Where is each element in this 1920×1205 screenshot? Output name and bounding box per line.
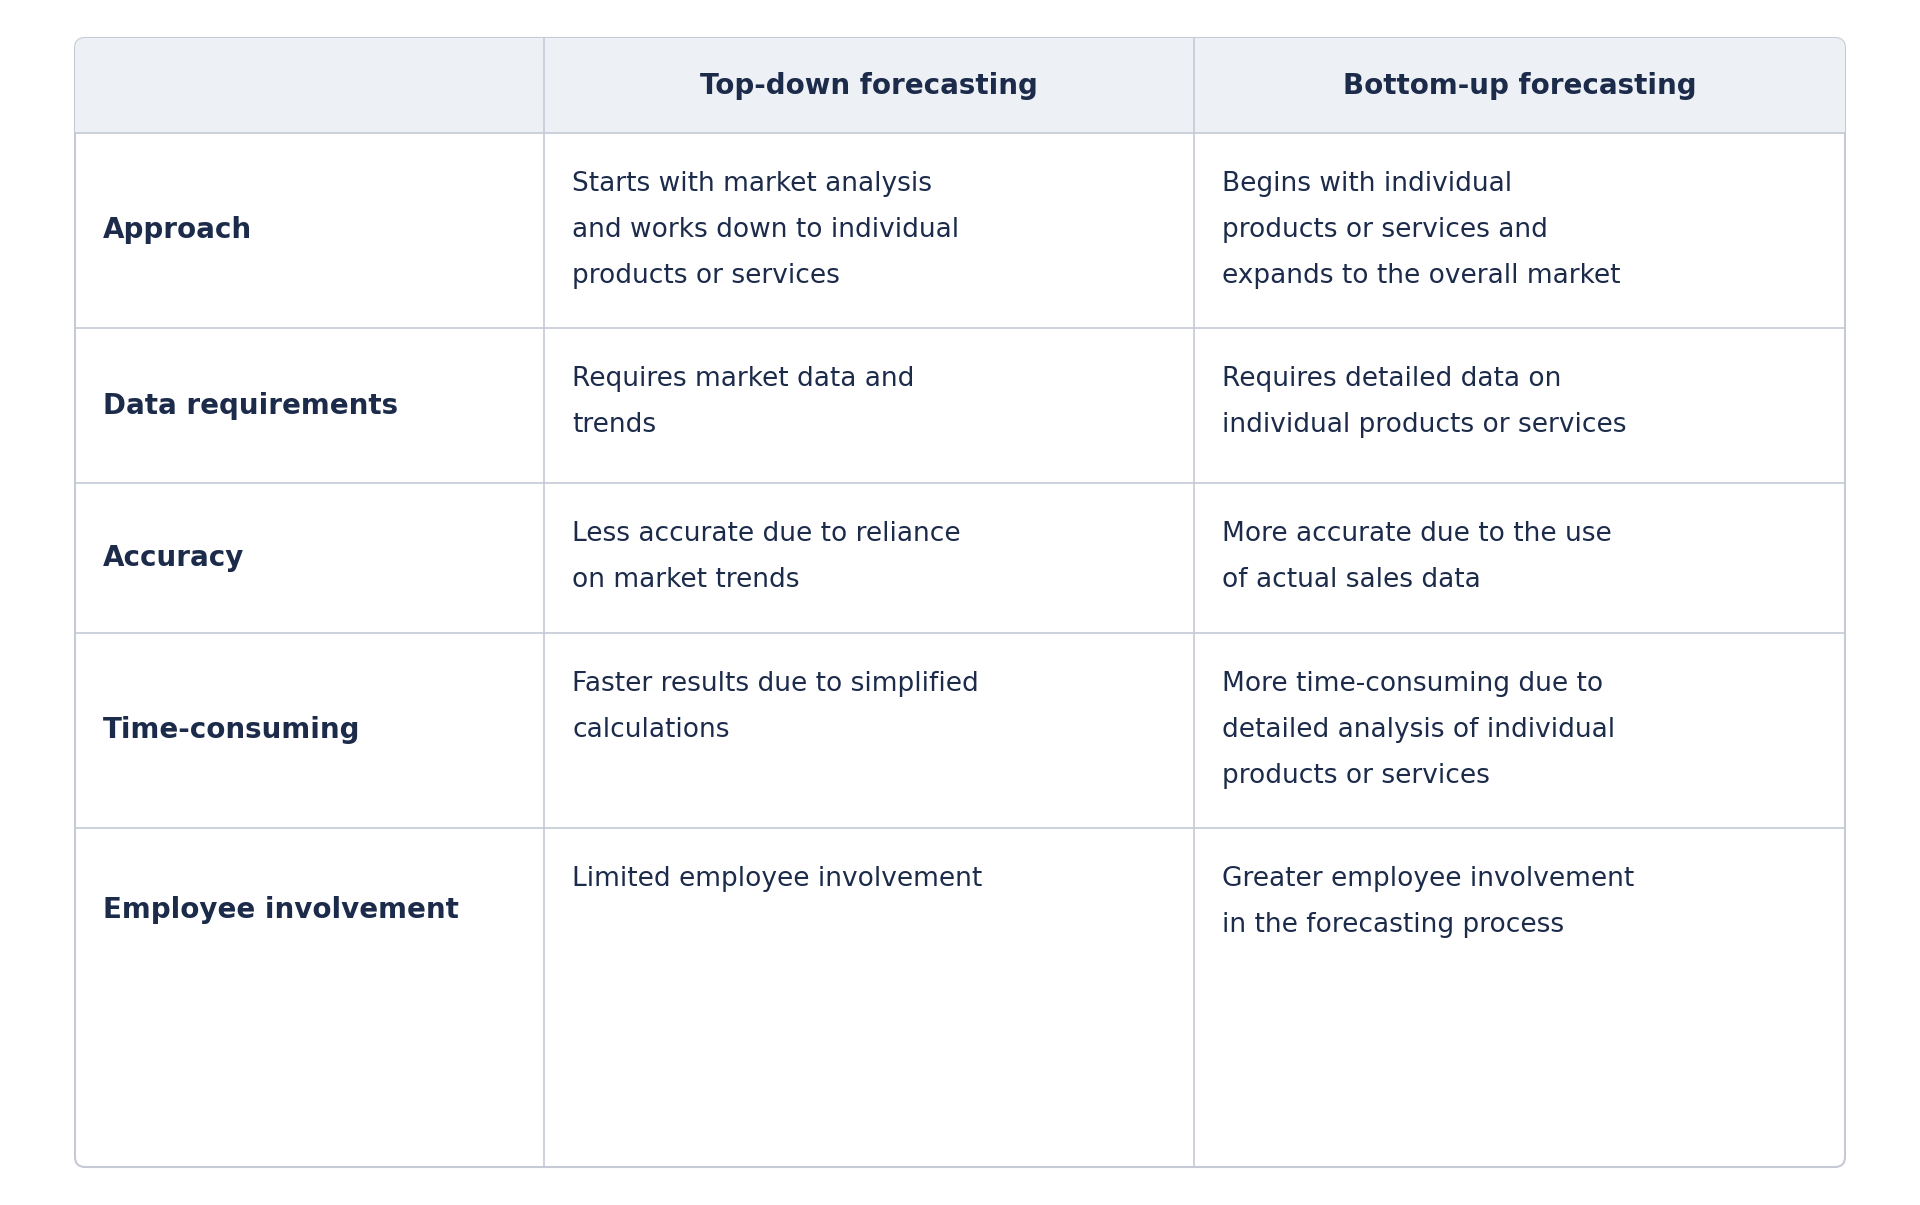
- Text: Faster results due to simplified
calculations: Faster results due to simplified calcula…: [572, 671, 979, 743]
- Text: Less accurate due to reliance
on market trends: Less accurate due to reliance on market …: [572, 521, 960, 593]
- Text: Employee involvement: Employee involvement: [104, 897, 459, 924]
- Text: Time-consuming: Time-consuming: [104, 717, 361, 745]
- Text: Top-down forecasting: Top-down forecasting: [701, 71, 1039, 100]
- Text: Limited employee involvement: Limited employee involvement: [572, 866, 983, 892]
- Text: Greater employee involvement
in the forecasting process: Greater employee involvement in the fore…: [1221, 866, 1634, 937]
- Text: More accurate due to the use
of actual sales data: More accurate due to the use of actual s…: [1221, 521, 1611, 593]
- Text: Requires detailed data on
individual products or services: Requires detailed data on individual pro…: [1221, 366, 1626, 437]
- Text: Accuracy: Accuracy: [104, 543, 244, 572]
- FancyBboxPatch shape: [75, 39, 1845, 1166]
- Text: Data requirements: Data requirements: [104, 392, 397, 419]
- Text: Bottom-up forecasting: Bottom-up forecasting: [1342, 71, 1695, 100]
- Text: More time-consuming due to
detailed analysis of individual
products or services: More time-consuming due to detailed anal…: [1221, 671, 1615, 789]
- Text: Requires market data and
trends: Requires market data and trends: [572, 366, 914, 437]
- FancyBboxPatch shape: [75, 39, 1845, 133]
- Text: Approach: Approach: [104, 217, 252, 245]
- Text: Starts with market analysis
and works down to individual
products or services: Starts with market analysis and works do…: [572, 171, 960, 289]
- Bar: [75, 86, 1845, 133]
- Text: Begins with individual
products or services and
expands to the overall market: Begins with individual products or servi…: [1221, 171, 1620, 289]
